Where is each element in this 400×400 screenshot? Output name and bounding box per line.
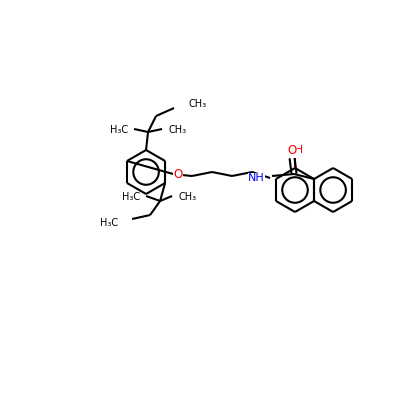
Text: NH: NH [248, 173, 265, 183]
Text: H₃C: H₃C [122, 192, 140, 202]
Text: CH₃: CH₃ [178, 192, 196, 202]
Text: CH₃: CH₃ [168, 125, 186, 135]
Text: H₃C: H₃C [100, 218, 118, 228]
Text: O: O [288, 144, 297, 158]
Text: O: O [174, 168, 183, 180]
Text: CH₃: CH₃ [188, 99, 206, 109]
Text: OH: OH [286, 145, 304, 155]
Text: H₃C: H₃C [110, 125, 128, 135]
